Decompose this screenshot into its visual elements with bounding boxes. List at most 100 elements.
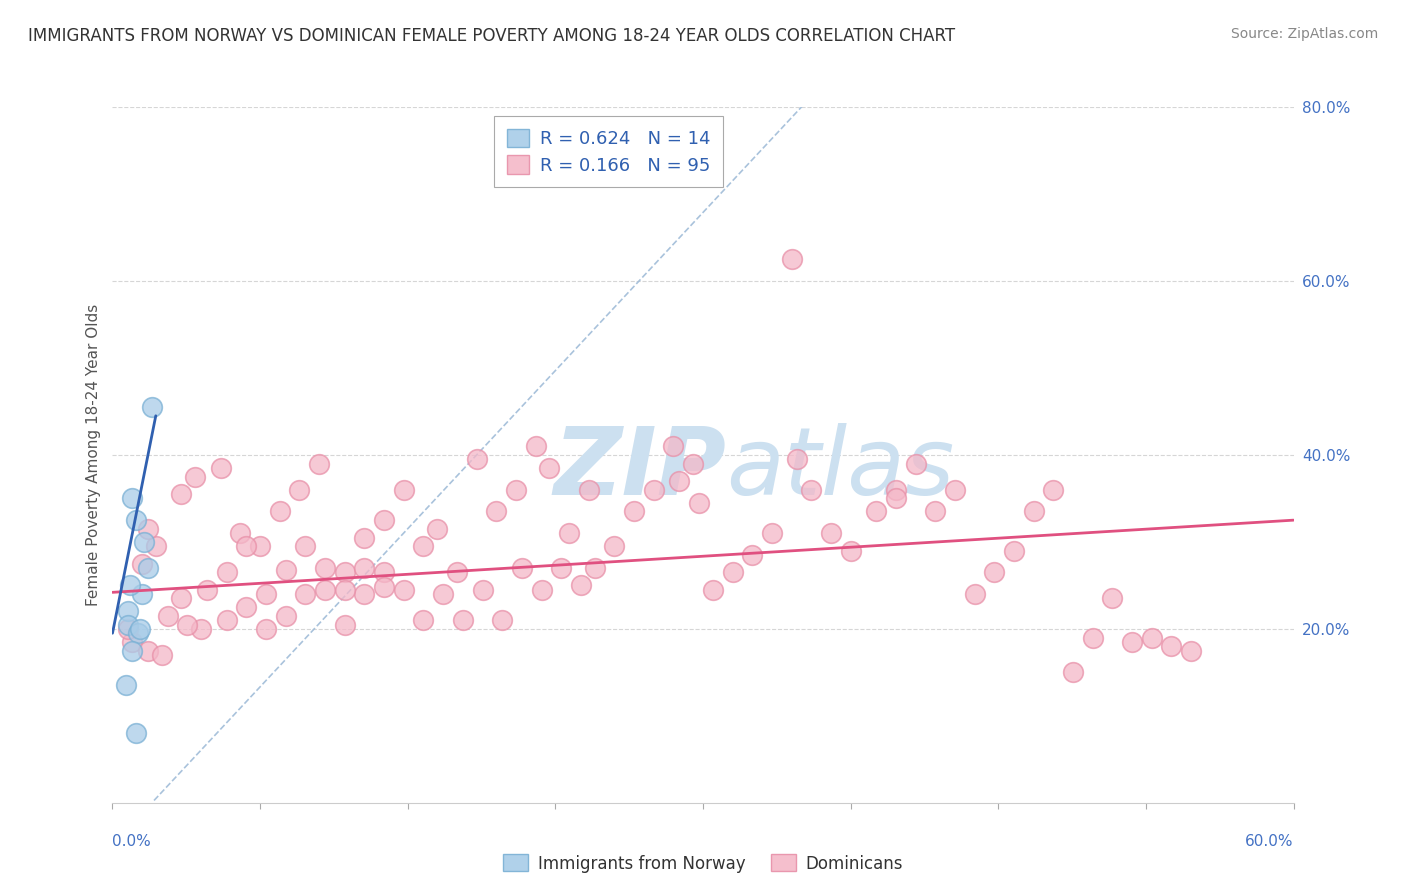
Point	[1042, 483, 1064, 497]
Point	[839, 543, 862, 558]
Point	[682, 457, 704, 471]
Point	[505, 483, 527, 497]
Point	[820, 526, 842, 541]
Point	[865, 504, 887, 518]
Point	[1180, 643, 1202, 657]
Point	[761, 526, 783, 541]
Point	[333, 617, 356, 632]
Point	[274, 608, 297, 623]
Point	[668, 474, 690, 488]
Point	[156, 608, 179, 623]
Point	[150, 648, 173, 662]
Point	[603, 539, 626, 553]
Point	[125, 726, 148, 740]
Point	[373, 513, 395, 527]
Point	[314, 561, 336, 575]
Text: Source: ZipAtlas.com: Source: ZipAtlas.com	[1230, 27, 1378, 41]
Legend: R = 0.624   N = 14, R = 0.166   N = 95: R = 0.624 N = 14, R = 0.166 N = 95	[495, 116, 723, 187]
Point	[314, 582, 336, 597]
Point	[170, 591, 193, 606]
Point	[195, 582, 218, 597]
Point	[115, 678, 138, 692]
Point	[558, 526, 581, 541]
Point	[1140, 631, 1163, 645]
Point	[583, 561, 606, 575]
Point	[702, 582, 724, 597]
Point	[131, 587, 153, 601]
Point	[127, 626, 149, 640]
Point	[538, 461, 561, 475]
Point	[426, 522, 449, 536]
Point	[229, 526, 252, 541]
Point	[353, 561, 375, 575]
Point	[184, 469, 207, 483]
Point	[117, 622, 139, 636]
Point	[120, 578, 142, 592]
Point	[373, 566, 395, 580]
Point	[1081, 631, 1104, 645]
Point	[136, 561, 159, 575]
Point	[662, 439, 685, 453]
Point	[1022, 504, 1045, 518]
Point	[136, 643, 159, 657]
Point	[125, 513, 148, 527]
Point	[235, 600, 257, 615]
Text: 60.0%: 60.0%	[1246, 834, 1294, 849]
Text: 0.0%: 0.0%	[112, 834, 152, 849]
Point	[117, 605, 139, 619]
Point	[924, 504, 946, 518]
Point	[1160, 639, 1182, 653]
Point	[373, 580, 395, 594]
Point	[943, 483, 966, 497]
Point	[884, 491, 907, 506]
Point	[333, 566, 356, 580]
Point	[176, 617, 198, 632]
Point	[254, 622, 277, 636]
Point	[643, 483, 665, 497]
Point	[353, 531, 375, 545]
Point	[132, 534, 155, 549]
Point	[578, 483, 600, 497]
Point	[254, 587, 277, 601]
Point	[688, 496, 710, 510]
Point	[215, 613, 238, 627]
Point	[446, 566, 468, 580]
Point	[491, 613, 513, 627]
Point	[432, 587, 454, 601]
Point	[451, 613, 474, 627]
Point	[963, 587, 986, 601]
Point	[121, 643, 143, 657]
Point	[623, 504, 645, 518]
Text: atlas: atlas	[727, 424, 955, 515]
Point	[392, 582, 415, 597]
Point	[471, 582, 494, 597]
Text: IMMIGRANTS FROM NORWAY VS DOMINICAN FEMALE POVERTY AMONG 18-24 YEAR OLDS CORRELA: IMMIGRANTS FROM NORWAY VS DOMINICAN FEMA…	[28, 27, 955, 45]
Point	[170, 487, 193, 501]
Point	[308, 457, 330, 471]
Point	[249, 539, 271, 553]
Point	[1101, 591, 1123, 606]
Point	[741, 548, 763, 562]
Point	[780, 252, 803, 267]
Point	[269, 504, 291, 518]
Point	[550, 561, 572, 575]
Point	[884, 483, 907, 497]
Point	[412, 613, 434, 627]
Point	[136, 522, 159, 536]
Point	[524, 439, 547, 453]
Point	[288, 483, 311, 497]
Point	[190, 622, 212, 636]
Point	[465, 452, 488, 467]
Point	[294, 587, 316, 601]
Point	[209, 461, 232, 475]
Text: ZIP: ZIP	[554, 423, 727, 515]
Point	[121, 491, 143, 506]
Point	[569, 578, 592, 592]
Point	[485, 504, 508, 518]
Y-axis label: Female Poverty Among 18-24 Year Olds: Female Poverty Among 18-24 Year Olds	[86, 304, 101, 606]
Point	[786, 452, 808, 467]
Legend: Immigrants from Norway, Dominicans: Immigrants from Norway, Dominicans	[496, 847, 910, 880]
Point	[412, 539, 434, 553]
Point	[530, 582, 553, 597]
Point	[1002, 543, 1025, 558]
